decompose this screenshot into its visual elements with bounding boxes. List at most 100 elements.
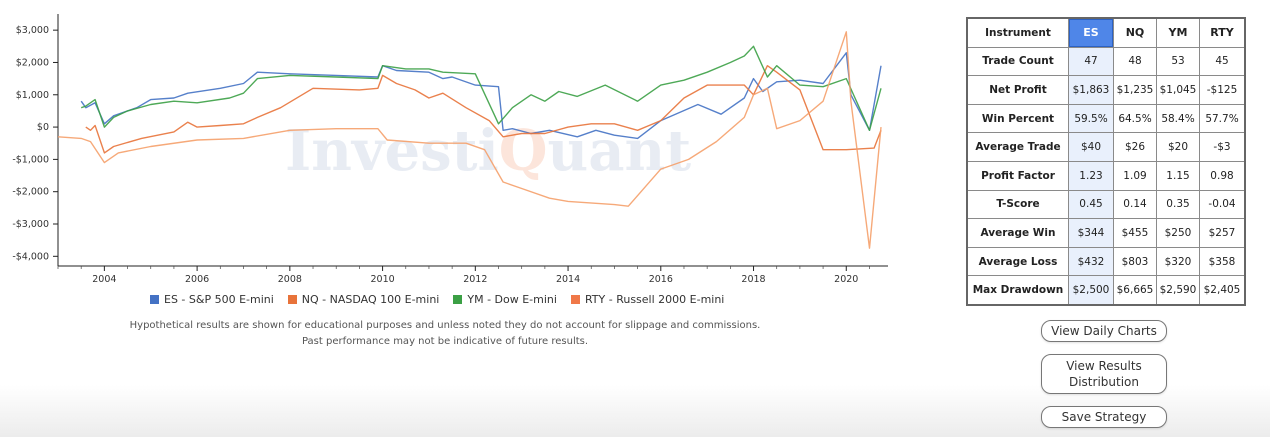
chart-plot: -$4,000 -$3,000 -$2,000 -$1,000 $0 $1,000 $2,0… [12,14,888,285]
cell-es: $40 [1068,132,1114,162]
header-rty[interactable]: RTY [1199,17,1246,48]
cell-nq: 64.5% [1113,103,1157,134]
header-es[interactable]: ES [1068,17,1114,48]
x-tick-label: 2006 [185,274,209,285]
legend-label-ym: YM - Dow E-mini [467,293,557,306]
legend-swatch-rty [570,295,580,304]
cell-rty: -$125 [1199,75,1246,105]
save-strategy-button[interactable]: Save Strategy [1041,406,1167,428]
cell-ym: $20 [1156,132,1200,162]
cell-ym: $250 [1156,218,1200,248]
disclaimer-line-2: Past performance may not be indicative o… [301,336,589,347]
cell-rty: $2,405 [1199,275,1246,306]
row-label: Profit Factor [966,160,1069,191]
y-tick-label: -$2,000 [12,187,49,198]
x-tick-label: 2004 [92,274,116,285]
cell-ym: $1,045 [1156,75,1200,105]
legend-item-es[interactable]: ES - S&P 500 E-mini [150,293,274,306]
table-row: Win Percent 59.5% 64.5% 58.4% 57.7% [966,103,1246,134]
cell-rty: $358 [1199,246,1246,277]
row-label: Average Loss [966,246,1069,277]
x-tick-label: 2018 [741,274,765,285]
cell-rty: 57.7% [1199,103,1246,134]
legend-item-ym[interactable]: YM - Dow E-mini [453,293,557,306]
cell-nq: $455 [1113,218,1157,248]
cell-es: $344 [1068,218,1114,248]
chart-legend: ES - S&P 500 E-mini NQ - NASDAQ 100 E-mi… [150,293,770,306]
cell-ym: $320 [1156,246,1200,277]
cell-es: $2,500 [1068,275,1114,306]
view-daily-charts-button[interactable]: View Daily Charts [1041,320,1167,342]
disclaimer: Hypothetical results are shown for educa… [100,318,790,350]
x-tick-label: 2014 [556,274,580,285]
row-label: Max Drawdown [966,275,1069,306]
cell-nq: 1.09 [1113,160,1157,191]
disclaimer-line-1: Hypothetical results are shown for educa… [129,320,761,331]
table-row: Trade Count 47 48 53 45 [966,46,1246,77]
cell-ym: 0.35 [1156,189,1200,220]
cell-es: 1.23 [1068,160,1114,191]
series-line-ym [80,45,882,131]
x-tick-label: 2012 [463,274,487,285]
row-label: Average Trade [966,132,1069,162]
y-tick-label: $3,000 [16,25,49,36]
cell-nq: 48 [1113,46,1157,77]
table-header-row: Instrument ES NQ YM RTY [966,17,1246,48]
cell-ym: 58.4% [1156,103,1200,134]
cell-nq: 0.14 [1113,189,1157,220]
legend-swatch-es [150,295,159,304]
legend-label-es: ES - S&P 500 E-mini [164,293,274,306]
dist-label-line-2: Distribution [1068,375,1139,389]
y-tick-label: $1,000 [16,90,49,101]
row-label: Trade Count [966,46,1069,77]
cell-nq: $6,665 [1113,275,1157,306]
x-tick-label: 2010 [370,274,394,285]
legend-label-rty: RTY - Russell 2000 E-mini [584,293,725,306]
row-label: T-Score [966,189,1069,220]
row-label: Average Win [966,218,1069,248]
table-row: Profit Factor 1.23 1.09 1.15 0.98 [966,160,1246,191]
table-row: Max Drawdown $2,500 $6,665 $2,590 $2,405 [966,275,1246,306]
view-results-distribution-button[interactable]: View Results Distribution [1041,354,1167,394]
header-nq[interactable]: NQ [1113,17,1157,48]
cell-es: $432 [1068,246,1114,277]
cell-es: 47 [1068,46,1114,77]
y-tick-label: -$1,000 [12,154,49,165]
cell-ym: 53 [1156,46,1200,77]
results-table: Instrument ES NQ YM RTY Trade Count 47 48 5… [966,17,1246,306]
table-row: Average Trade $40 $26 $20 -$3 [966,132,1246,162]
row-label: Win Percent [966,103,1069,134]
x-tick-label: 2008 [278,274,302,285]
table-row: T-Score 0.45 0.14 0.35 -0.04 [966,189,1246,220]
series-line-es [80,52,882,140]
header-instrument: Instrument [966,17,1069,48]
table-row: Average Win $344 $455 $250 $257 [966,218,1246,248]
legend-label-nq: NQ - NASDAQ 100 E-mini [301,293,440,306]
y-tick-label: -$4,000 [12,251,49,262]
cell-es: 0.45 [1068,189,1114,220]
cell-nq: $26 [1113,132,1157,162]
legend-item-nq[interactable]: NQ - NASDAQ 100 E-mini [287,293,440,306]
header-ym[interactable]: YM [1156,17,1200,48]
cell-rty: $257 [1199,218,1246,248]
table-row: Net Profit $1,863 $1,235 $1,045 -$125 [966,75,1246,105]
cell-rty: 45 [1199,46,1246,77]
dist-label-line-1: View Results [1066,359,1142,373]
cell-rty: -$3 [1199,132,1246,162]
legend-swatch-nq [287,295,297,304]
series-line-rty [57,31,882,249]
cell-rty: 0.98 [1199,160,1246,191]
y-tick-label: $0 [37,122,49,133]
cell-ym: 1.15 [1156,160,1200,191]
y-tick-label: -$3,000 [12,219,49,230]
cell-es: 59.5% [1068,103,1114,134]
equity-chart: InvestiQuant -$4,000 -$3,000 -$2,000 -$1,00… [0,0,900,300]
legend-item-rty[interactable]: RTY - Russell 2000 E-mini [570,293,725,306]
cell-ym: $2,590 [1156,275,1200,306]
legend-swatch-ym [453,295,463,304]
row-label: Net Profit [966,75,1069,105]
x-tick-label: 2016 [649,274,673,285]
x-tick-label: 2020 [834,274,858,285]
table-row: Average Loss $432 $803 $320 $358 [966,246,1246,277]
y-tick-label: $2,000 [16,57,49,68]
